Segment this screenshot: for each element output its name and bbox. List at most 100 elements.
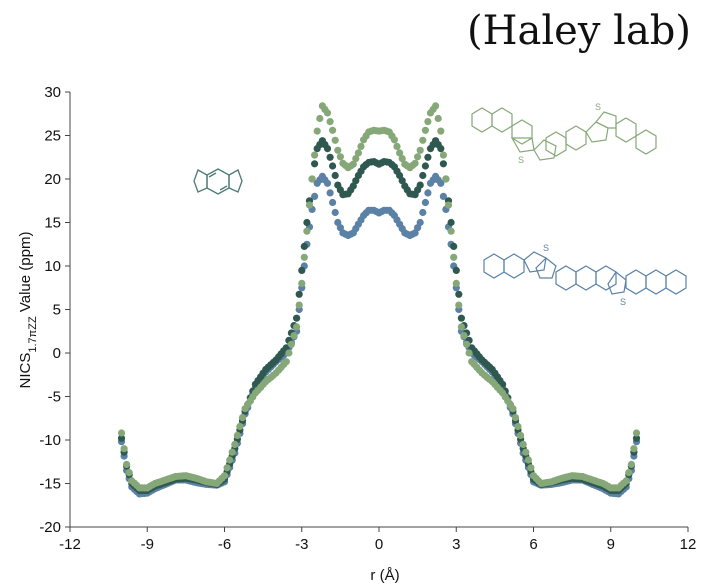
data-point (437, 127, 445, 135)
data-point (465, 349, 473, 357)
s-indacene-structure-icon (193, 168, 243, 195)
data-point (439, 192, 447, 200)
series-2 (117, 137, 641, 495)
data-point (316, 114, 324, 123)
data-point (293, 323, 301, 331)
data-point (434, 114, 442, 123)
data-point (450, 253, 458, 261)
data-point (323, 179, 332, 187)
data-point (323, 109, 332, 117)
x-tick-label: 3 (452, 536, 460, 553)
data-point (326, 189, 334, 197)
data-point (452, 279, 460, 287)
data-point (298, 279, 306, 287)
data-point (331, 208, 339, 217)
data-point (393, 142, 401, 150)
data-point (627, 460, 636, 468)
data-point (437, 179, 445, 187)
data-point (300, 253, 308, 261)
data-point (455, 290, 463, 298)
data-point (437, 145, 445, 153)
data-point (419, 208, 427, 217)
data-point (357, 142, 365, 150)
y-axis-label: NICS1.7πZZ Value (ppm) (17, 232, 39, 389)
x-tick-label: -9 (141, 536, 154, 553)
data-point (282, 358, 290, 366)
data-point (414, 153, 422, 161)
data-point (522, 448, 530, 456)
data-point (313, 127, 321, 135)
data-point (509, 405, 517, 413)
data-point (411, 159, 419, 167)
data-point (517, 431, 525, 439)
data-point (447, 218, 455, 227)
data-point (285, 349, 293, 357)
data-point (326, 153, 334, 161)
data-point (305, 201, 314, 209)
data-point (326, 118, 334, 126)
data-point (527, 464, 535, 472)
data-point (439, 151, 447, 159)
data-point (329, 198, 337, 207)
x-tick-label: 0 (375, 536, 383, 553)
data-point (293, 314, 301, 322)
data-point (519, 440, 527, 448)
data-point (311, 192, 319, 200)
data-point (416, 146, 424, 154)
y-tick-label: 5 (53, 302, 61, 319)
x-tick-label: -6 (218, 536, 231, 553)
lab-title: (Haley lab) (467, 8, 691, 54)
data-point (632, 434, 641, 442)
data-point (231, 440, 239, 448)
svg-text:S: S (543, 243, 549, 253)
data-point (236, 422, 244, 431)
svg-text:S: S (595, 102, 601, 112)
data-point (295, 301, 303, 309)
y-tick-label: -10 (39, 432, 61, 449)
data-point (416, 181, 424, 189)
y-tick-label: 30 (44, 84, 61, 101)
data-point (303, 218, 311, 227)
data-point (416, 218, 424, 227)
data-point (331, 171, 339, 180)
data-point (334, 146, 342, 154)
data-point (287, 340, 295, 348)
data-point (419, 136, 427, 144)
x-tick-label: 9 (607, 536, 615, 553)
data-point (329, 126, 337, 134)
data-point (117, 434, 126, 442)
data-point (442, 175, 450, 183)
data-point (511, 414, 520, 422)
y-tick-label: -20 (39, 519, 61, 536)
data-point (223, 464, 231, 472)
data-point (439, 160, 447, 168)
data-point (228, 448, 236, 456)
y-tick-label: 15 (44, 215, 61, 232)
data-point (295, 290, 303, 298)
data-point (455, 301, 463, 309)
data-point (300, 242, 308, 250)
svg-text:S: S (620, 297, 626, 307)
data-point (123, 460, 131, 468)
data-point (463, 340, 471, 348)
data-point (336, 153, 344, 161)
series-3 (117, 102, 641, 492)
plot-area (117, 102, 641, 498)
data-point (125, 469, 133, 477)
data-point (457, 314, 465, 322)
x-axis-label: r (Å) (370, 567, 399, 584)
data-point (457, 323, 465, 331)
data-point (450, 242, 458, 250)
y-tick-label: -15 (39, 476, 61, 493)
data-point (398, 155, 406, 163)
data-point (354, 149, 362, 157)
data-point (290, 332, 298, 340)
data-point (120, 445, 128, 453)
data-point (226, 456, 234, 464)
data-point (452, 266, 460, 274)
data-point (298, 266, 306, 274)
data-point (622, 477, 630, 485)
data-point (352, 155, 360, 163)
data-point (424, 118, 432, 126)
